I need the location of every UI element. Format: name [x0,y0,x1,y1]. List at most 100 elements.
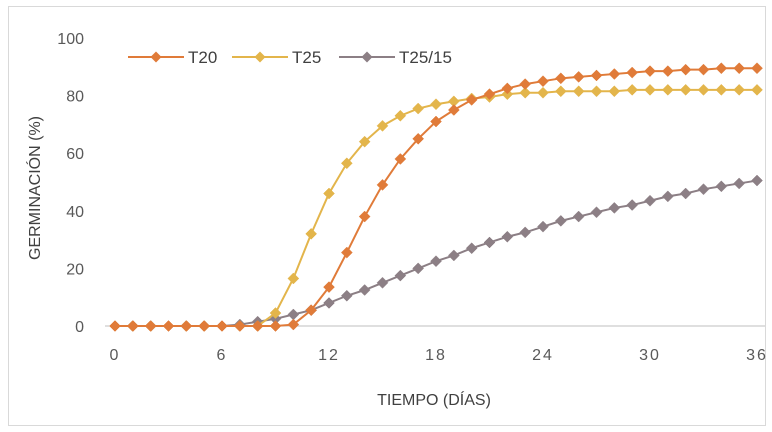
plot-series [109,62,763,332]
data-point-marker [608,85,621,98]
data-point-marker [537,75,549,88]
data-point-marker [715,83,728,96]
data-point-marker [323,297,335,309]
data-point-marker [554,72,567,85]
data-point-marker [394,153,407,165]
chart-area [8,6,766,426]
data-point-marker [233,320,246,332]
data-point-marker [697,63,710,76]
data-point-marker [430,115,442,128]
data-point-marker [144,320,157,332]
legend-label: T20 [188,48,217,67]
data-point-marker [340,157,353,170]
data-point-marker [126,320,139,332]
data-point-marker [251,320,264,332]
data-point-marker [394,109,407,122]
data-point-marker [501,82,514,95]
data-point-marker [644,194,656,207]
data-point-marker [626,66,639,79]
data-point-marker [376,276,389,289]
x-axis-title: TIEMPO (DÍAS) [377,390,491,409]
data-point-marker [358,210,371,223]
data-point-marker [554,215,567,227]
data-point-marker [483,236,496,249]
y-tick-label: 20 [66,261,84,278]
y-tick-label: 60 [66,146,84,163]
data-point-marker [323,281,335,293]
data-point-marker [554,85,567,98]
data-point-marker [537,220,549,233]
data-point-marker [715,62,728,75]
data-point-marker [519,226,532,239]
data-point-marker [590,206,603,219]
x-tick-label: 24 [532,347,554,364]
legend-item: T20 [128,48,217,67]
data-point-marker [733,83,746,96]
data-point-marker [323,187,335,200]
data-point-marker [590,69,603,82]
data-point-marker [572,71,585,83]
data-point-marker [483,88,496,101]
data-point-marker [287,308,300,321]
data-point-marker [287,272,300,285]
legend-marker [150,51,162,63]
data-point-marker [697,183,710,196]
x-tick-label: 30 [639,347,661,364]
series-line [115,179,758,327]
legend: T20 T25 T25/15 [128,48,452,67]
data-point-marker [715,180,728,193]
data-point-marker [608,202,621,214]
data-point-marker [644,65,656,77]
data-point-marker [412,132,425,145]
data-point-marker [501,230,514,243]
data-point-marker [412,262,425,275]
data-point-marker [162,320,175,332]
data-point-marker [269,307,282,319]
data-point-marker [198,320,211,332]
legend-marker [361,51,373,63]
data-point-marker [751,83,763,96]
data-point-marker [376,179,389,191]
legend-label: T25/15 [399,48,452,67]
data-point-marker [376,119,389,132]
series-t25-15 [109,174,763,332]
legend-item: T25 [232,48,321,67]
data-point-marker [626,199,639,211]
data-point-marker [661,65,674,77]
data-point-marker [697,83,710,96]
data-point-marker [180,320,193,332]
y-axis-ticks: 0 20 40 60 80 100 [57,31,84,336]
data-point-marker [430,98,442,111]
data-point-marker [412,102,425,115]
data-point-marker [661,190,674,203]
y-axis-title: GERMINACIÓN (%) [25,116,44,260]
data-point-marker [447,249,460,262]
data-point-marker [430,255,442,268]
data-point-marker [305,227,318,240]
legend-item: T25/15 [339,48,452,67]
x-tick-label: 18 [425,347,447,364]
data-point-marker [519,78,532,90]
data-point-marker [608,68,621,80]
data-point-marker [572,210,585,223]
data-point-marker [109,320,121,332]
data-point-marker [340,289,353,302]
y-tick-label: 40 [66,204,84,221]
data-point-marker [751,174,763,187]
data-point-marker [733,177,746,190]
data-point-marker [644,83,656,96]
x-axis-ticks: 0 6 12 18 24 30 36 [110,347,766,364]
legend-label: T25 [292,48,321,67]
legend-marker [254,51,266,63]
data-point-marker [358,135,371,148]
data-point-marker [537,86,549,99]
data-point-marker [679,187,692,200]
series-t20 [109,62,763,332]
data-point-marker [519,86,532,99]
data-point-marker [394,269,407,282]
data-point-marker [216,320,228,332]
y-tick-label: 0 [75,319,84,336]
data-point-marker [305,304,318,317]
data-point-marker [447,104,460,116]
